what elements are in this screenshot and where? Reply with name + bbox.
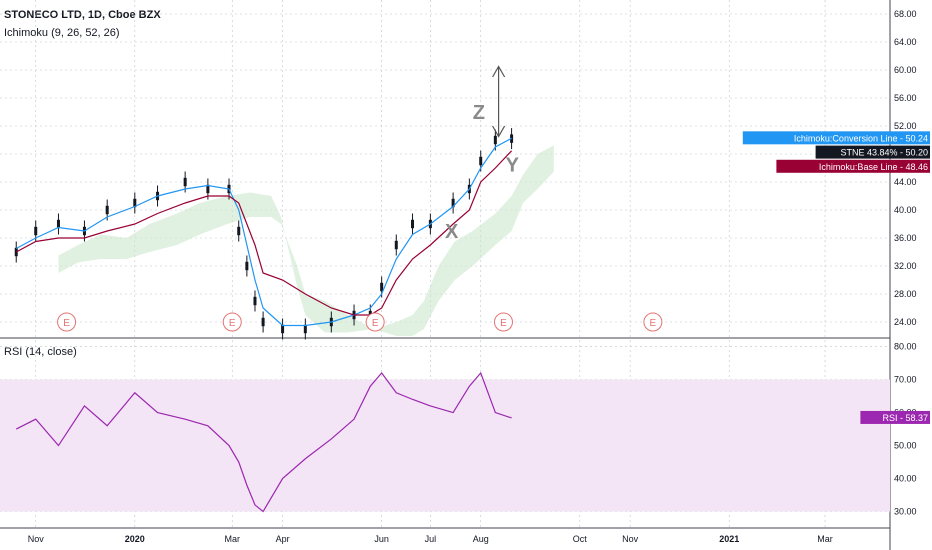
- price-tick-label: 40.00: [894, 205, 917, 215]
- earnings-marker-label: E: [500, 318, 507, 329]
- rsi-legend[interactable]: RSI (14, close): [4, 346, 77, 358]
- candle-body: [380, 282, 384, 292]
- price-badge: STNE 43.84% - 50.20: [840, 148, 928, 158]
- time-tick-label: 2020: [125, 534, 145, 544]
- candle-body: [105, 205, 109, 215]
- price-tick-label: 52.00: [894, 121, 917, 131]
- rsi-band: [0, 379, 890, 512]
- conversion-line: [15, 137, 512, 327]
- candle-body: [206, 184, 210, 194]
- earnings-marker: [57, 312, 77, 332]
- earnings-marker: [493, 312, 513, 332]
- base-badge-bg: [776, 159, 930, 173]
- rsi-badge-bg: [860, 410, 930, 424]
- earnings-marker-label: E: [650, 318, 657, 329]
- indicator-lines: [15, 137, 513, 327]
- rsi-tick-label: 70.00: [894, 375, 917, 385]
- rsi-line: [15, 371, 512, 513]
- base-line: [15, 150, 513, 316]
- price-badges: Ichimoku:Conversion Line - 50.24 STNE 43.…: [742, 131, 930, 424]
- ichimoku-legend[interactable]: Ichimoku (9, 26, 52, 26): [4, 27, 120, 39]
- range-arrow-head: [492, 125, 506, 138]
- candle-body: [133, 198, 137, 208]
- earnings-marker-label: E: [63, 318, 70, 329]
- rsi-band-fill: [0, 379, 890, 512]
- candle-body: [281, 324, 285, 334]
- price-axis: 68.0064.0060.0056.0052.0048.0044.0040.00…: [894, 9, 917, 517]
- price-tick-label: 28.00: [894, 289, 917, 299]
- candle-body: [183, 177, 187, 187]
- earnings-marker: [643, 312, 663, 332]
- rsi-tick-label: 50.00: [894, 441, 917, 451]
- time-tick-label: Jun: [374, 534, 389, 544]
- candle-body: [479, 156, 483, 166]
- annotation-y: Y: [506, 155, 520, 177]
- rsi-tick-label: 80.00: [894, 342, 917, 352]
- price-badge-bg: [815, 145, 930, 159]
- price-tick-label: 56.00: [894, 93, 917, 103]
- time-tick-label: Aug: [473, 534, 489, 544]
- time-tick-label: Nov: [28, 534, 45, 544]
- candle-body: [253, 296, 257, 306]
- annotations: Z Y X E E E E E: [57, 65, 663, 332]
- price-tick-label: 44.00: [894, 177, 917, 187]
- ichimoku-cloud: [58, 145, 554, 336]
- time-tick-label: Oct: [573, 534, 588, 544]
- price-tick-label: 64.00: [894, 37, 917, 47]
- rsi-series-line: [15, 371, 512, 513]
- annotation-x: X: [445, 221, 459, 243]
- candle-body: [261, 317, 265, 327]
- candle-body: [56, 219, 60, 229]
- price-tick-label: 24.00: [894, 317, 917, 327]
- price-tick-label: 32.00: [894, 261, 917, 271]
- chart-title: STONECO LTD, 1D, Cboe BZX: [4, 9, 161, 21]
- candle-body: [34, 226, 38, 236]
- time-axis: Nov 2020 Mar Apr Jun Jul Aug Oct Nov 2021 Mar: [28, 534, 833, 544]
- rsi-tick-label: 40.00: [894, 474, 917, 484]
- rsi-badge: RSI - 58.37: [882, 413, 928, 423]
- time-tick-label: Nov: [622, 534, 639, 544]
- earnings-marker: [365, 312, 385, 332]
- time-tick-label: 2021: [719, 534, 739, 544]
- cloud-area: [58, 145, 554, 336]
- time-tick-label: Apr: [276, 534, 290, 544]
- candle-body: [237, 226, 241, 236]
- annotation-z: Z: [473, 102, 485, 124]
- candle-body: [245, 261, 249, 271]
- price-tick-label: 68.00: [894, 9, 917, 19]
- earnings-marker-label: E: [229, 318, 236, 329]
- time-tick-label: Jul: [425, 534, 437, 544]
- candle-body: [303, 324, 307, 334]
- conversion-badge-bg: [742, 131, 930, 145]
- range-arrow-head: [492, 65, 506, 78]
- earnings-marker: [222, 312, 242, 332]
- candles: [14, 128, 514, 340]
- rsi-tick-label: 30.00: [894, 507, 917, 517]
- time-tick-label: Mar: [817, 534, 833, 544]
- earnings-marker-label: E: [372, 318, 379, 329]
- price-tick-label: 60.00: [894, 65, 917, 75]
- conversion-badge: Ichimoku:Conversion Line - 50.24: [794, 133, 928, 143]
- candle-body: [394, 240, 398, 250]
- candle-body: [451, 198, 455, 208]
- price-tick-label: 36.00: [894, 233, 917, 243]
- candle-body: [493, 135, 497, 145]
- time-tick-label: Mar: [224, 534, 240, 544]
- base-badge: Ichimoku:Base Line - 48.46: [819, 162, 928, 172]
- candle-body: [411, 219, 415, 229]
